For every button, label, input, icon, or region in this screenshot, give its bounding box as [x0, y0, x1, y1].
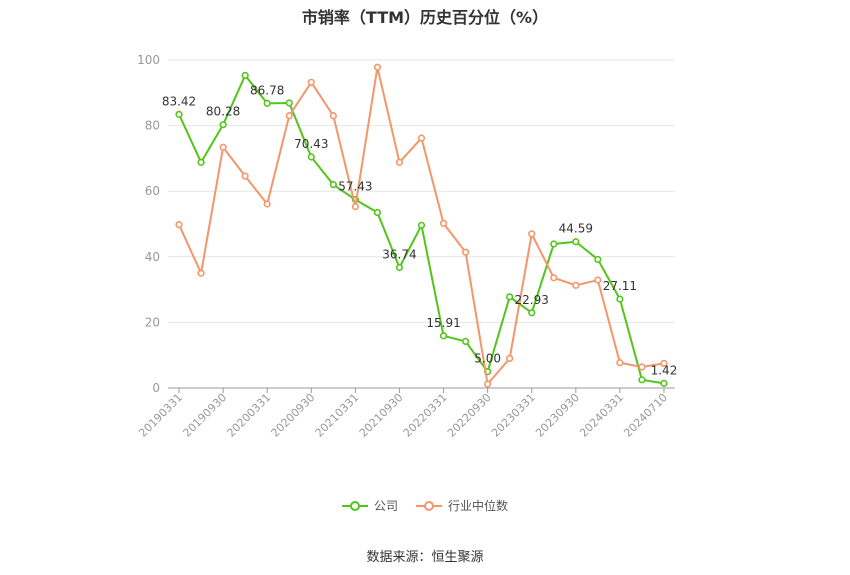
industry-median-point — [616, 359, 624, 367]
company-data-label: 27.11 — [603, 279, 637, 293]
x-tick-label: 20220930 — [445, 391, 494, 440]
industry-median-point — [506, 354, 514, 363]
company-data-label: 1.42 — [651, 363, 678, 377]
legend-item-company[interactable]: 公司 — [341, 497, 398, 514]
x-tick-label: 20220331 — [401, 391, 450, 440]
legend-item-industry-median[interactable]: 行业中位数 — [416, 497, 508, 514]
company-point — [219, 121, 227, 129]
legend-company-marker — [341, 500, 368, 511]
industry-median-point — [307, 78, 315, 86]
company-point — [550, 240, 558, 248]
company-point — [439, 332, 448, 340]
x-tick-label: 20210331 — [313, 391, 362, 440]
company-point — [506, 293, 514, 301]
y-tick-label: 80 — [145, 119, 160, 133]
x-tick-label: 20200331 — [225, 391, 274, 440]
industry-median-point — [638, 363, 646, 371]
company-point — [175, 110, 183, 118]
y-tick-label: 20 — [145, 315, 160, 329]
industry-median-point — [351, 203, 359, 211]
x-tick-label: 20230331 — [489, 391, 538, 440]
company-point — [241, 71, 249, 80]
company-data-label: 70.43 — [294, 137, 328, 151]
company-data-label: 5.00 — [474, 352, 501, 366]
industry-median-point — [197, 269, 205, 277]
industry-median-point — [484, 380, 492, 388]
x-tick-label: 20190331 — [136, 391, 185, 440]
industry-median-point — [219, 143, 227, 151]
company-data-label: 44.59 — [559, 222, 593, 236]
company-data-label: 36.74 — [382, 247, 416, 261]
industry-median-point — [417, 134, 426, 142]
company-point — [395, 263, 404, 272]
company-point — [307, 153, 315, 161]
x-tick-label: 20200930 — [269, 391, 318, 440]
industry-median-point — [461, 248, 470, 256]
grid-lines — [168, 59, 675, 323]
y-tick-label: 40 — [145, 250, 160, 264]
industry-median-point — [660, 359, 668, 368]
company-data-label: 57.43 — [338, 180, 372, 194]
legend-company-label: 公司 — [373, 499, 398, 513]
industry-median-point — [439, 219, 448, 227]
company-data-label: 83.42 — [162, 94, 196, 108]
legend: 公司 行业中位数 — [0, 497, 850, 514]
x-tick-label: 20190930 — [180, 391, 229, 440]
data-source: 数据来源：恒生聚源 — [366, 550, 484, 565]
company-point — [263, 99, 271, 107]
x-axis: 2019033120190930202003312020093020210331… — [136, 387, 675, 440]
company-point — [417, 221, 426, 229]
industry-median-point — [395, 158, 404, 166]
company-point — [461, 337, 470, 346]
company-point — [528, 309, 536, 317]
industry-median-point — [528, 230, 536, 238]
company-data-label: 22.93 — [515, 293, 549, 307]
company-point — [329, 181, 337, 189]
company-point — [660, 379, 668, 387]
company-point — [594, 255, 602, 264]
x-tick-label: 20240331 — [577, 391, 626, 440]
y-tick-label: 100 — [137, 53, 160, 67]
legend-industry-marker — [416, 500, 442, 511]
y-axis: 0 20 40 60 80 100 — [137, 53, 160, 395]
company-point — [285, 99, 293, 107]
x-tick-label: 20230930 — [533, 391, 582, 440]
industry-median-point — [572, 281, 580, 289]
data-labels: 83.42 80.28 86.78 70.43 57.43 36.74 15.91 5.00 2… — [162, 83, 677, 377]
industry-median-point — [373, 63, 382, 71]
company-point — [373, 208, 382, 217]
company-point — [616, 295, 624, 303]
industry-median-point — [263, 200, 271, 208]
x-tick-label: 20210930 — [357, 391, 406, 440]
industry-median-point — [241, 172, 249, 180]
y-tick-label: 0 — [152, 381, 160, 395]
industry-median-point — [550, 274, 558, 282]
chart-title: 市销率（TTM）历史百分位（%） — [301, 8, 549, 27]
company-data-label: 80.28 — [206, 105, 240, 119]
industry-median-point — [329, 112, 337, 120]
series-layer — [175, 63, 668, 388]
legend-industry-label: 行业中位数 — [448, 499, 509, 513]
y-tick-label: 60 — [145, 184, 160, 198]
company-point — [638, 376, 646, 384]
company-point — [197, 158, 205, 166]
industry-median-point — [285, 112, 293, 120]
industry-median-point — [594, 276, 602, 284]
company-data-label: 15.91 — [426, 316, 460, 330]
industry-median-point — [175, 221, 183, 229]
company-data-label: 86.78 — [250, 83, 284, 97]
company-point — [572, 238, 580, 246]
x-tick-label: 20240710 — [621, 391, 670, 440]
